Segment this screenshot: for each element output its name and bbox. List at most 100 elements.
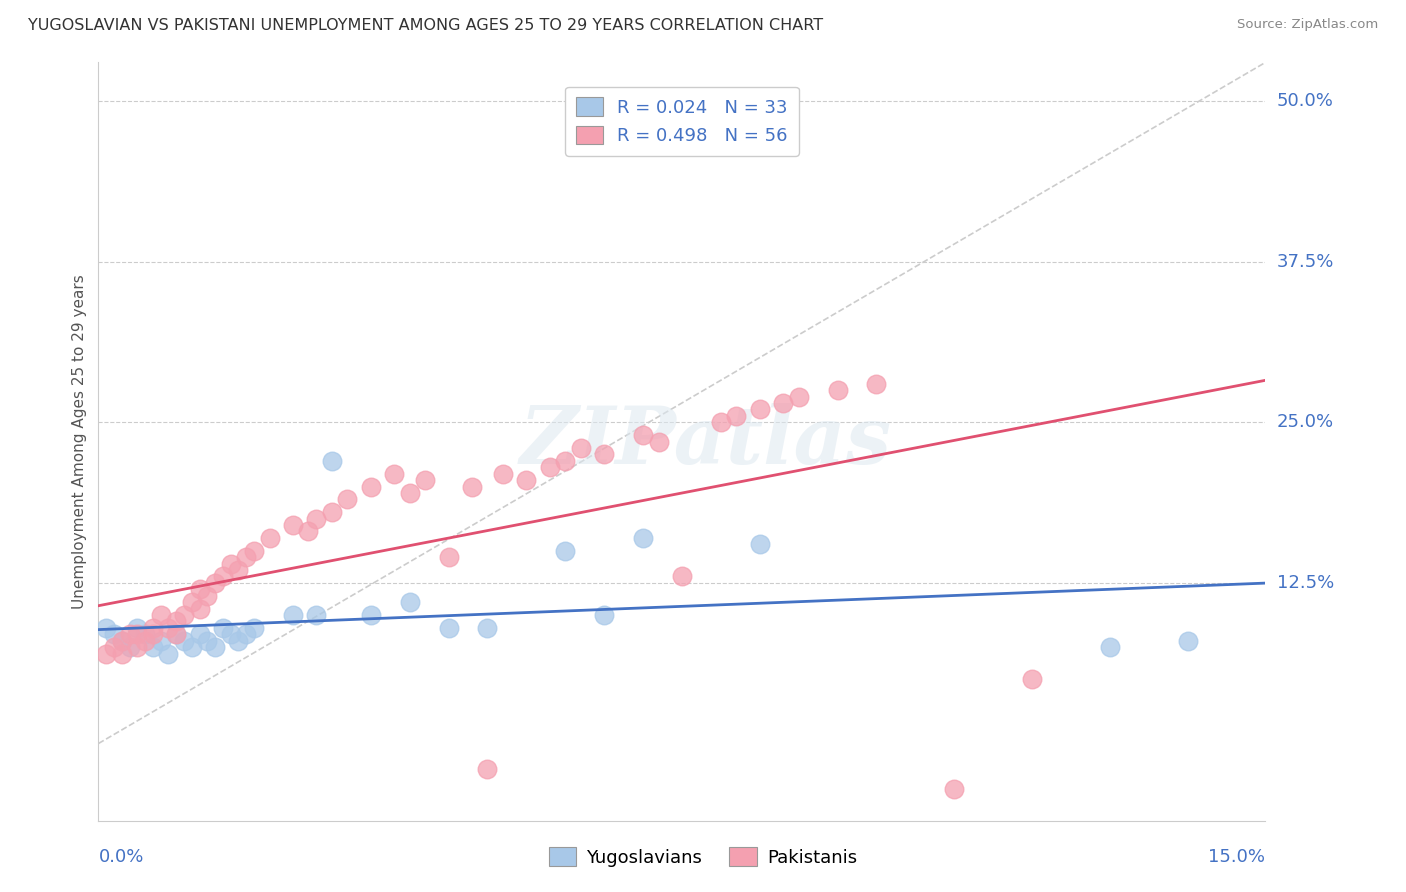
Point	[118, 627, 141, 641]
Point	[142, 627, 165, 641]
Point	[111, 633, 134, 648]
Point	[118, 640, 141, 655]
Point	[165, 615, 187, 629]
Point	[865, 376, 887, 391]
Point	[134, 627, 156, 641]
Point	[360, 607, 382, 622]
Point	[96, 647, 118, 661]
Text: 12.5%: 12.5%	[1277, 574, 1334, 592]
Point	[235, 627, 257, 641]
Point	[477, 621, 499, 635]
Point	[569, 441, 592, 455]
Point	[593, 607, 616, 622]
Point	[461, 479, 484, 493]
Point	[212, 569, 235, 583]
Point	[554, 454, 576, 468]
Point	[173, 633, 195, 648]
Text: ZIPatlas: ZIPatlas	[519, 403, 891, 480]
Point	[1098, 640, 1121, 655]
Point	[127, 627, 149, 641]
Point	[180, 595, 202, 609]
Point	[165, 627, 187, 641]
Point	[188, 582, 211, 597]
Point	[1021, 673, 1043, 687]
Text: 37.5%: 37.5%	[1277, 252, 1334, 270]
Point	[382, 467, 405, 481]
Point	[188, 627, 211, 641]
Point	[710, 415, 733, 429]
Point	[195, 589, 218, 603]
Point	[943, 781, 966, 796]
Point	[134, 633, 156, 648]
Point	[204, 575, 226, 590]
Point	[219, 557, 242, 571]
Point	[631, 531, 654, 545]
Point	[173, 607, 195, 622]
Point	[321, 454, 343, 468]
Point	[437, 550, 460, 565]
Point	[305, 511, 328, 525]
Point	[787, 390, 810, 404]
Point	[111, 647, 134, 661]
Point	[492, 467, 515, 481]
Point	[188, 601, 211, 615]
Text: YUGOSLAVIAN VS PAKISTANI UNEMPLOYMENT AMONG AGES 25 TO 29 YEARS CORRELATION CHAR: YUGOSLAVIAN VS PAKISTANI UNEMPLOYMENT AM…	[28, 18, 824, 33]
Point	[103, 640, 125, 655]
Point	[647, 434, 669, 449]
Point	[827, 383, 849, 397]
Point	[219, 627, 242, 641]
Legend: Yugoslavians, Pakistanis: Yugoslavians, Pakistanis	[541, 840, 865, 874]
Y-axis label: Unemployment Among Ages 25 to 29 years: Unemployment Among Ages 25 to 29 years	[72, 274, 87, 609]
Point	[243, 543, 266, 558]
Text: Source: ZipAtlas.com: Source: ZipAtlas.com	[1237, 18, 1378, 31]
Point	[413, 473, 436, 487]
Point	[127, 621, 149, 635]
Point	[1177, 633, 1199, 648]
Point	[180, 640, 202, 655]
Point	[228, 633, 250, 648]
Point	[538, 460, 561, 475]
Point	[96, 621, 118, 635]
Point	[103, 627, 125, 641]
Point	[748, 402, 770, 417]
Text: 25.0%: 25.0%	[1277, 413, 1334, 431]
Point	[243, 621, 266, 635]
Text: 0.0%: 0.0%	[98, 848, 143, 866]
Point	[437, 621, 460, 635]
Point	[515, 473, 537, 487]
Point	[195, 633, 218, 648]
Point	[593, 447, 616, 461]
Point	[281, 607, 304, 622]
Point	[259, 531, 281, 545]
Point	[671, 569, 693, 583]
Point	[631, 428, 654, 442]
Point	[127, 640, 149, 655]
Point	[204, 640, 226, 655]
Point	[321, 505, 343, 519]
Point	[748, 537, 770, 551]
Point	[165, 627, 187, 641]
Point	[398, 595, 420, 609]
Point	[360, 479, 382, 493]
Point	[142, 640, 165, 655]
Point	[554, 543, 576, 558]
Point	[149, 633, 172, 648]
Point	[235, 550, 257, 565]
Text: 50.0%: 50.0%	[1277, 92, 1333, 110]
Point	[305, 607, 328, 622]
Text: 15.0%: 15.0%	[1208, 848, 1265, 866]
Point	[157, 647, 180, 661]
Point	[111, 633, 134, 648]
Legend: R = 0.024   N = 33, R = 0.498   N = 56: R = 0.024 N = 33, R = 0.498 N = 56	[565, 87, 799, 156]
Point	[336, 492, 359, 507]
Point	[157, 621, 180, 635]
Point	[228, 563, 250, 577]
Point	[398, 486, 420, 500]
Point	[281, 518, 304, 533]
Point	[142, 621, 165, 635]
Point	[725, 409, 748, 423]
Point	[149, 607, 172, 622]
Point	[772, 396, 794, 410]
Point	[212, 621, 235, 635]
Point	[477, 762, 499, 776]
